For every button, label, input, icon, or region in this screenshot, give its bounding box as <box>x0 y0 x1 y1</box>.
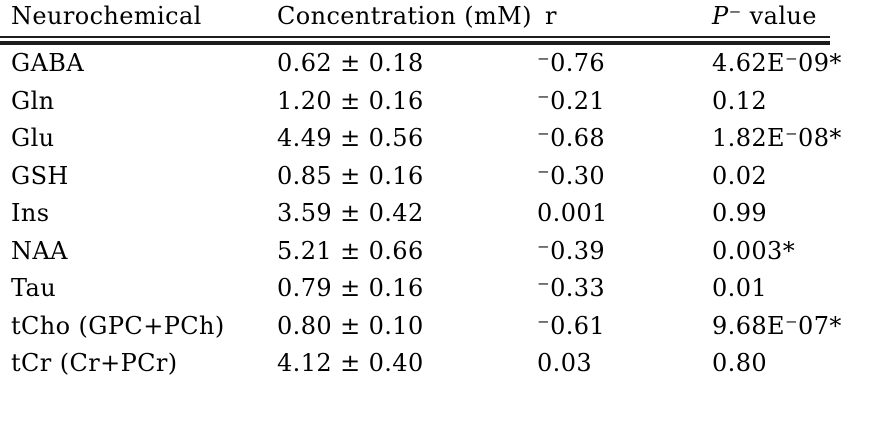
cell-p-value: 0.02 <box>712 161 768 190</box>
cell-r: ⁻0.76 <box>537 49 606 77</box>
cell-r: 0.001 <box>537 199 608 227</box>
col-header-neurochemical: Neurochemical <box>11 2 202 30</box>
header-rule-row <box>0 36 830 45</box>
col-header-r: r <box>545 2 557 30</box>
cell-neurochemical: GSH <box>11 161 69 190</box>
cell-r: ⁻0.30 <box>537 161 606 190</box>
cell-neurochemical: tCho (GPC+PCh) <box>11 311 225 340</box>
cell-concentration: 1.20 ± 0.16 <box>277 86 424 115</box>
cell-p-value: 1.82E⁻08* <box>712 124 842 152</box>
double-rule <box>0 36 830 45</box>
neurochemical-table: Neurochemical Concentration (mM) r P⁻ va… <box>0 0 842 383</box>
cell-p-value: 0.99 <box>712 199 768 227</box>
cell-p-value: 0.12 <box>712 86 768 115</box>
cell-concentration: 0.85 ± 0.16 <box>277 161 424 190</box>
cell-r: ⁻0.21 <box>537 86 606 115</box>
cell-neurochemical: GABA <box>11 49 85 77</box>
cell-neurochemical: Glu <box>11 124 55 152</box>
cell-p-value: 0.003* <box>712 236 796 265</box>
table-row: Ins 3.59 ± 0.42 0.001 0.99 <box>0 195 830 233</box>
table-row: tCr (Cr+PCr) 4.12 ± 0.40 0.03 0.80 <box>0 345 830 383</box>
cell-concentration: 0.80 ± 0.10 <box>277 311 424 340</box>
cell-neurochemical: tCr (Cr+PCr) <box>11 349 178 377</box>
cell-p-value: 0.80 <box>712 349 768 377</box>
cell-r: 0.03 <box>537 349 593 377</box>
cell-neurochemical: NAA <box>11 236 68 265</box>
cell-concentration: 0.79 ± 0.16 <box>277 274 424 302</box>
cell-p-value: 9.68E⁻07* <box>712 311 842 340</box>
table-row: Glu 4.49 ± 0.56 ⁻0.68 1.82E⁻08* <box>0 120 842 158</box>
cell-r: ⁻0.39 <box>537 236 606 265</box>
cell-neurochemical: Ins <box>11 199 50 227</box>
cell-neurochemical: Gln <box>11 86 55 115</box>
table-row: GSH 0.85 ± 0.16 ⁻0.30 0.02 <box>0 158 830 196</box>
table-row: Gln 1.20 ± 0.16 ⁻0.21 0.12 <box>0 83 830 121</box>
cell-concentration: 3.59 ± 0.42 <box>277 199 424 227</box>
p-value-header-rest: ⁻ value <box>728 2 817 30</box>
cell-p-value: 0.01 <box>712 274 768 302</box>
cell-concentration: 4.49 ± 0.56 <box>277 124 424 152</box>
cell-concentration: 0.62 ± 0.18 <box>277 49 424 77</box>
table-row: GABA 0.62 ± 0.18 ⁻0.76 4.62E⁻09* <box>0 45 842 83</box>
table-row: NAA 5.21 ± 0.66 ⁻0.39 0.003* <box>0 233 830 271</box>
cell-p-value: 4.62E⁻09* <box>712 49 842 77</box>
table-row: Tau 0.79 ± 0.16 ⁻0.33 0.01 <box>0 270 830 308</box>
cell-r: ⁻0.61 <box>537 311 606 340</box>
col-header-concentration: Concentration (mM) <box>277 2 532 30</box>
cell-r: ⁻0.68 <box>537 124 606 152</box>
cell-r: ⁻0.33 <box>537 274 606 302</box>
cell-neurochemical: Tau <box>11 274 57 302</box>
col-header-p-value: P⁻ value <box>701 0 830 36</box>
table-row: tCho (GPC+PCh) 0.80 ± 0.10 ⁻0.61 9.68E⁻0… <box>0 308 842 346</box>
cell-concentration: 5.21 ± 0.66 <box>277 236 424 265</box>
header-row: Neurochemical Concentration (mM) r P⁻ va… <box>0 0 830 36</box>
p-value-header-italic: P <box>712 2 729 30</box>
cell-concentration: 4.12 ± 0.40 <box>277 349 424 377</box>
